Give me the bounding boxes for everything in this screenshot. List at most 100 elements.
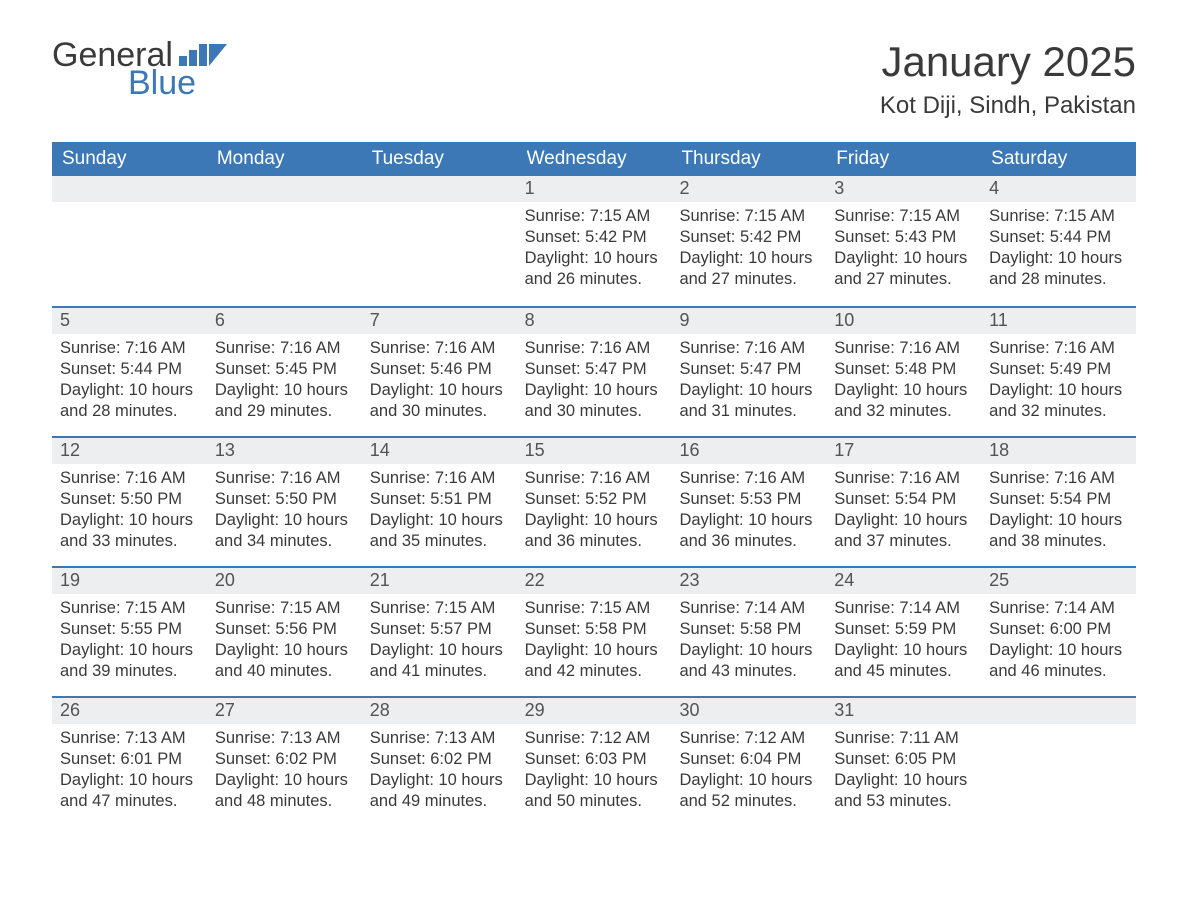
location-line: Kot Diji, Sindh, Pakistan xyxy=(880,92,1136,120)
week-row: 26Sunrise: 7:13 AMSunset: 6:01 PMDayligh… xyxy=(52,696,1136,826)
day-cell: 30Sunrise: 7:12 AMSunset: 6:04 PMDayligh… xyxy=(671,696,826,826)
daylight-line: Daylight: 10 hours and 52 minutes. xyxy=(679,770,818,812)
sunrise-line: Sunrise: 7:16 AM xyxy=(370,468,509,489)
sunset-line: Sunset: 6:05 PM xyxy=(834,749,973,770)
day-body: Sunrise: 7:15 AMSunset: 5:58 PMDaylight:… xyxy=(517,594,672,690)
week-row: 19Sunrise: 7:15 AMSunset: 5:55 PMDayligh… xyxy=(52,566,1136,696)
sunset-line: Sunset: 5:42 PM xyxy=(679,227,818,248)
day-number-bar: 18 xyxy=(981,436,1136,464)
day-cell: 23Sunrise: 7:14 AMSunset: 5:58 PMDayligh… xyxy=(671,566,826,696)
sunset-line: Sunset: 6:01 PM xyxy=(60,749,199,770)
sunrise-line: Sunrise: 7:13 AM xyxy=(370,728,509,749)
day-cell: 26Sunrise: 7:13 AMSunset: 6:01 PMDayligh… xyxy=(52,696,207,826)
day-body: Sunrise: 7:15 AMSunset: 5:42 PMDaylight:… xyxy=(671,202,826,298)
daylight-line: Daylight: 10 hours and 53 minutes. xyxy=(834,770,973,812)
day-number-bar: 1 xyxy=(517,176,672,202)
sunset-line: Sunset: 5:54 PM xyxy=(989,489,1128,510)
day-cell xyxy=(981,696,1136,826)
daylight-line: Daylight: 10 hours and 27 minutes. xyxy=(834,248,973,290)
day-body: Sunrise: 7:16 AMSunset: 5:54 PMDaylight:… xyxy=(981,464,1136,560)
day-body: Sunrise: 7:16 AMSunset: 5:47 PMDaylight:… xyxy=(517,334,672,430)
daylight-line: Daylight: 10 hours and 36 minutes. xyxy=(679,510,818,552)
day-body: Sunrise: 7:16 AMSunset: 5:50 PMDaylight:… xyxy=(52,464,207,560)
day-number-bar: 7 xyxy=(362,306,517,334)
daylight-line: Daylight: 10 hours and 38 minutes. xyxy=(989,510,1128,552)
day-number-bar: 27 xyxy=(207,696,362,724)
day-body: Sunrise: 7:16 AMSunset: 5:51 PMDaylight:… xyxy=(362,464,517,560)
sunset-line: Sunset: 6:04 PM xyxy=(679,749,818,770)
sunrise-line: Sunrise: 7:16 AM xyxy=(215,338,354,359)
day-number-bar: 25 xyxy=(981,566,1136,594)
day-number-bar: 11 xyxy=(981,306,1136,334)
daylight-line: Daylight: 10 hours and 40 minutes. xyxy=(215,640,354,682)
daylight-line: Daylight: 10 hours and 29 minutes. xyxy=(215,380,354,422)
day-cell xyxy=(52,176,207,306)
sunrise-line: Sunrise: 7:16 AM xyxy=(834,338,973,359)
day-number-bar: 17 xyxy=(826,436,981,464)
day-cell: 15Sunrise: 7:16 AMSunset: 5:52 PMDayligh… xyxy=(517,436,672,566)
day-body: Sunrise: 7:14 AMSunset: 5:58 PMDaylight:… xyxy=(671,594,826,690)
sunset-line: Sunset: 5:58 PM xyxy=(679,619,818,640)
weekday-header-row: SundayMondayTuesdayWednesdayThursdayFrid… xyxy=(52,142,1136,176)
day-cell: 25Sunrise: 7:14 AMSunset: 6:00 PMDayligh… xyxy=(981,566,1136,696)
day-body: Sunrise: 7:16 AMSunset: 5:45 PMDaylight:… xyxy=(207,334,362,430)
day-number-bar xyxy=(52,176,207,202)
day-number-bar: 21 xyxy=(362,566,517,594)
day-number-bar: 8 xyxy=(517,306,672,334)
daylight-line: Daylight: 10 hours and 37 minutes. xyxy=(834,510,973,552)
sunset-line: Sunset: 6:03 PM xyxy=(525,749,664,770)
day-cell: 29Sunrise: 7:12 AMSunset: 6:03 PMDayligh… xyxy=(517,696,672,826)
day-number-bar xyxy=(207,176,362,202)
day-body: Sunrise: 7:16 AMSunset: 5:44 PMDaylight:… xyxy=(52,334,207,430)
sunset-line: Sunset: 5:59 PM xyxy=(834,619,973,640)
day-cell: 21Sunrise: 7:15 AMSunset: 5:57 PMDayligh… xyxy=(362,566,517,696)
daylight-line: Daylight: 10 hours and 43 minutes. xyxy=(679,640,818,682)
day-number-bar: 9 xyxy=(671,306,826,334)
daylight-line: Daylight: 10 hours and 34 minutes. xyxy=(215,510,354,552)
day-body: Sunrise: 7:16 AMSunset: 5:50 PMDaylight:… xyxy=(207,464,362,560)
sunrise-line: Sunrise: 7:15 AM xyxy=(370,598,509,619)
day-number-bar: 30 xyxy=(671,696,826,724)
day-cell: 16Sunrise: 7:16 AMSunset: 5:53 PMDayligh… xyxy=(671,436,826,566)
sunrise-line: Sunrise: 7:16 AM xyxy=(370,338,509,359)
sunrise-line: Sunrise: 7:15 AM xyxy=(989,206,1128,227)
sunset-line: Sunset: 5:50 PM xyxy=(60,489,199,510)
sunset-line: Sunset: 5:51 PM xyxy=(370,489,509,510)
calendar-grid: SundayMondayTuesdayWednesdayThursdayFrid… xyxy=(52,142,1136,826)
daylight-line: Daylight: 10 hours and 48 minutes. xyxy=(215,770,354,812)
sunrise-line: Sunrise: 7:16 AM xyxy=(215,468,354,489)
sunset-line: Sunset: 5:50 PM xyxy=(215,489,354,510)
sunrise-line: Sunrise: 7:16 AM xyxy=(679,338,818,359)
weekday-header-cell: Wednesday xyxy=(517,142,672,176)
weekday-header-cell: Monday xyxy=(207,142,362,176)
day-number-bar: 15 xyxy=(517,436,672,464)
day-body: Sunrise: 7:16 AMSunset: 5:49 PMDaylight:… xyxy=(981,334,1136,430)
day-cell: 17Sunrise: 7:16 AMSunset: 5:54 PMDayligh… xyxy=(826,436,981,566)
day-number-bar: 13 xyxy=(207,436,362,464)
sunset-line: Sunset: 6:02 PM xyxy=(215,749,354,770)
weekday-header-cell: Friday xyxy=(826,142,981,176)
daylight-line: Daylight: 10 hours and 42 minutes. xyxy=(525,640,664,682)
daylight-line: Daylight: 10 hours and 26 minutes. xyxy=(525,248,664,290)
day-number-bar: 29 xyxy=(517,696,672,724)
generalblue-logo: General Blue xyxy=(52,38,227,100)
sunrise-line: Sunrise: 7:16 AM xyxy=(60,468,199,489)
day-cell: 12Sunrise: 7:16 AMSunset: 5:50 PMDayligh… xyxy=(52,436,207,566)
sunrise-line: Sunrise: 7:16 AM xyxy=(989,468,1128,489)
day-cell: 13Sunrise: 7:16 AMSunset: 5:50 PMDayligh… xyxy=(207,436,362,566)
day-cell: 9Sunrise: 7:16 AMSunset: 5:47 PMDaylight… xyxy=(671,306,826,436)
daylight-line: Daylight: 10 hours and 35 minutes. xyxy=(370,510,509,552)
day-body xyxy=(362,202,517,214)
day-number-bar: 16 xyxy=(671,436,826,464)
page-header: General Blue January 2025 Kot Diji, Sind… xyxy=(52,38,1136,120)
daylight-line: Daylight: 10 hours and 49 minutes. xyxy=(370,770,509,812)
sunrise-line: Sunrise: 7:12 AM xyxy=(525,728,664,749)
sunrise-line: Sunrise: 7:16 AM xyxy=(834,468,973,489)
day-body: Sunrise: 7:16 AMSunset: 5:53 PMDaylight:… xyxy=(671,464,826,560)
daylight-line: Daylight: 10 hours and 33 minutes. xyxy=(60,510,199,552)
day-number-bar: 12 xyxy=(52,436,207,464)
day-body: Sunrise: 7:16 AMSunset: 5:54 PMDaylight:… xyxy=(826,464,981,560)
day-body: Sunrise: 7:16 AMSunset: 5:52 PMDaylight:… xyxy=(517,464,672,560)
day-cell: 4Sunrise: 7:15 AMSunset: 5:44 PMDaylight… xyxy=(981,176,1136,306)
day-body: Sunrise: 7:16 AMSunset: 5:47 PMDaylight:… xyxy=(671,334,826,430)
